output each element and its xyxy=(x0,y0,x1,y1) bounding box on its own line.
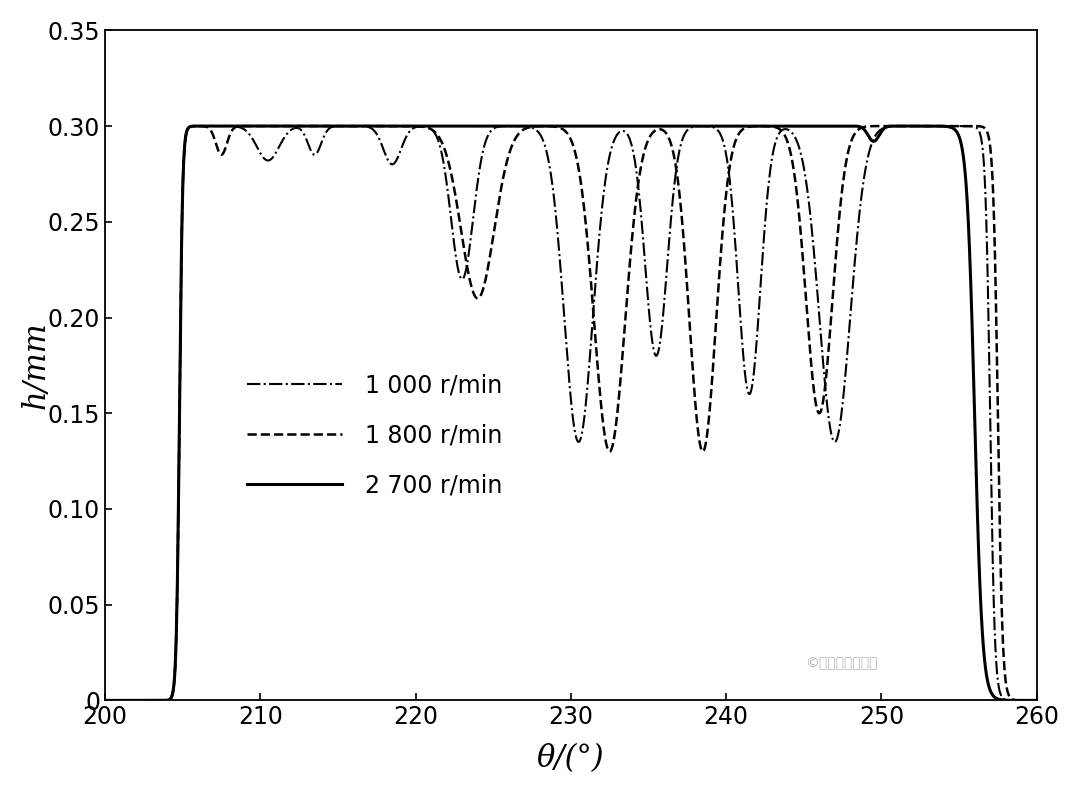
1 000 r/min xyxy=(98,696,111,705)
1 000 r/min xyxy=(650,351,663,361)
2 700 r/min xyxy=(789,122,802,131)
1 800 r/min xyxy=(789,180,802,189)
1 000 r/min xyxy=(436,151,449,161)
2 700 r/min xyxy=(98,696,111,705)
Legend: 1 000 r/min, 1 800 r/min, 2 700 r/min: 1 000 r/min, 1 800 r/min, 2 700 r/min xyxy=(238,364,512,506)
1 800 r/min xyxy=(146,696,159,705)
1 800 r/min xyxy=(1030,696,1043,705)
1 800 r/min xyxy=(839,161,852,170)
1 000 r/min xyxy=(839,370,852,380)
1 800 r/min xyxy=(436,139,449,149)
1 000 r/min xyxy=(1030,696,1043,705)
2 700 r/min xyxy=(650,122,663,131)
Line: 2 700 r/min: 2 700 r/min xyxy=(105,126,1037,700)
1 800 r/min xyxy=(690,417,703,426)
2 700 r/min xyxy=(1030,696,1043,705)
1 800 r/min xyxy=(98,696,111,705)
2 700 r/min xyxy=(230,122,243,131)
2 700 r/min xyxy=(436,122,449,131)
1 000 r/min xyxy=(690,122,703,131)
1 000 r/min xyxy=(146,696,159,705)
1 800 r/min xyxy=(650,125,663,134)
1 800 r/min xyxy=(260,122,273,131)
2 700 r/min xyxy=(146,696,159,705)
Line: 1 000 r/min: 1 000 r/min xyxy=(105,126,1037,700)
2 700 r/min xyxy=(690,122,703,131)
Y-axis label: h/mm: h/mm xyxy=(21,321,52,409)
Text: ©汽车热管理之家: ©汽车热管理之家 xyxy=(805,657,877,670)
1 000 r/min xyxy=(789,134,802,143)
X-axis label: θ/(°): θ/(°) xyxy=(537,743,605,774)
1 000 r/min xyxy=(931,122,944,131)
2 700 r/min xyxy=(839,122,852,131)
Line: 1 800 r/min: 1 800 r/min xyxy=(105,126,1037,700)
